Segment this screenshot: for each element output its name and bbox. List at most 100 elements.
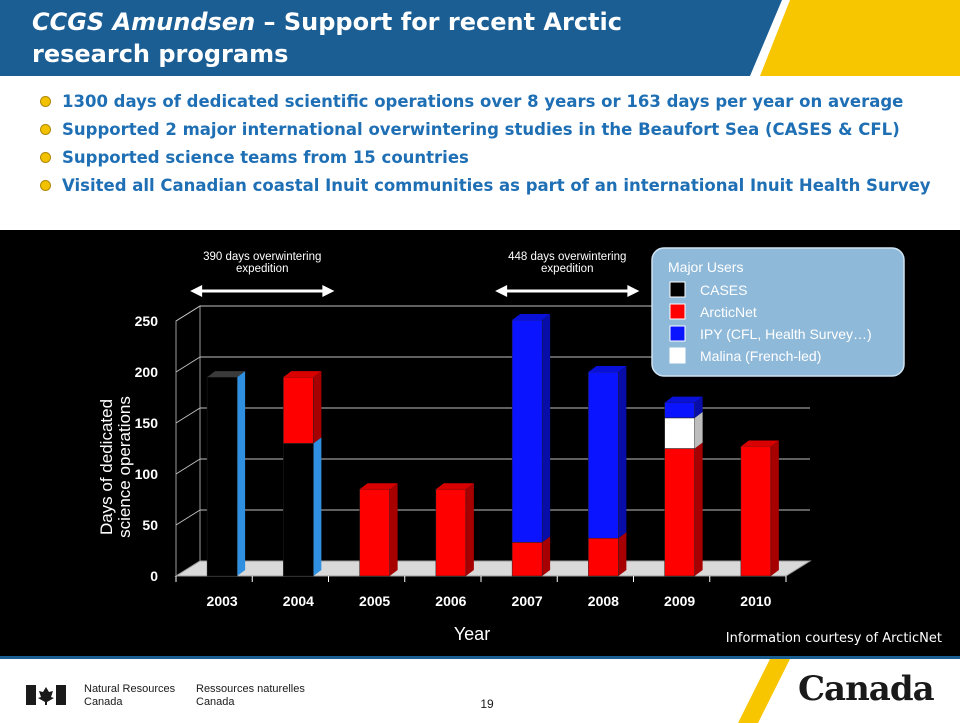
x-tick-label: 2010: [740, 593, 771, 609]
annotation-line1: 448 days overwintering: [508, 251, 626, 263]
bar-front: [664, 402, 695, 419]
bar-segment: [740, 440, 779, 577]
nrcan-fr-line2: Canada: [196, 696, 235, 708]
legend-swatch: [669, 303, 686, 320]
title-ship-name: CCGS Amundsen: [32, 8, 256, 36]
legend-swatch: [669, 347, 686, 364]
legend-entry: Malina (French-led): [700, 348, 821, 364]
legend-swatch: [669, 325, 686, 342]
canada-wordmark: Canada: [798, 669, 935, 709]
bar-segment: [359, 483, 398, 577]
bar-segment: [664, 396, 703, 419]
bar-side: [237, 371, 246, 576]
y-tick-label: 150: [135, 415, 159, 431]
annotation-line2: expedition: [541, 263, 593, 275]
title-rest: – Support for recent Arctic research pro…: [32, 8, 622, 68]
bar-top: [207, 371, 246, 378]
bullet-item: 1300 days of dedicated scientific operat…: [40, 88, 952, 116]
y-tick-label: 100: [135, 466, 159, 482]
bullet-dot-icon: [40, 96, 51, 107]
gridline-side: [175, 509, 201, 526]
nrcan-name-en: Natural Resources Canada: [84, 683, 175, 709]
bar-front: [435, 489, 467, 577]
annotation-label: 448 days overwintering expedition: [508, 251, 626, 275]
arrow-head-left-icon: [495, 285, 508, 297]
header-yellow-band: [760, 0, 960, 76]
bar-front: [588, 538, 619, 577]
x-tick-label: 2007: [512, 593, 543, 609]
nrcan-en-line2: Canada: [84, 696, 123, 708]
gridline-side: [175, 305, 201, 322]
bullet-text: Visited all Canadian coastal Inuit commu…: [62, 176, 931, 195]
bar-front: [511, 542, 543, 577]
slide-footer: Natural Resources Canada Ressources natu…: [0, 656, 960, 723]
bullet-text: Supported 2 major international overwint…: [62, 120, 900, 139]
bar-side: [694, 442, 703, 576]
legend-swatch: [669, 281, 686, 298]
gridline-side: [175, 356, 201, 373]
bar-segment: [664, 442, 703, 577]
bar-top: [283, 371, 322, 378]
slide-title: CCGS Amundsen – Support for recent Arcti…: [32, 6, 732, 70]
y-tick-label: 0: [150, 568, 158, 584]
nrcan-en-line1: Natural Resources: [84, 683, 176, 695]
x-tick-label: 2005: [359, 593, 390, 609]
legend-title: Major Users: [668, 259, 743, 275]
nrcan-name-fr: Ressources naturelles Canada: [196, 683, 305, 709]
bar-side: [542, 536, 551, 576]
y-tick-label: 200: [135, 364, 159, 380]
bullet-item: Supported 2 major international overwint…: [40, 116, 952, 144]
x-tick-label: 2004: [283, 593, 314, 609]
bar-segment: [511, 313, 551, 543]
bar-segment: [588, 366, 627, 539]
x-tick-label: 2003: [207, 593, 238, 609]
page-number: 19: [480, 697, 494, 711]
bar-side: [618, 532, 627, 576]
bar-front: [740, 446, 772, 577]
bar-segment: [283, 437, 322, 577]
bullet-dot-icon: [40, 180, 51, 191]
bar-side: [694, 396, 703, 418]
slide-header: CCGS Amundsen – Support for recent Arcti…: [0, 0, 960, 76]
bar-side: [618, 366, 627, 539]
bullet-dot-icon: [40, 124, 51, 135]
bar-side: [542, 313, 551, 543]
bar-top: [588, 366, 627, 372]
annotation-line2: expedition: [236, 263, 288, 275]
bar-segment: [511, 536, 551, 577]
bar-segment: [664, 411, 703, 449]
bar-front: [283, 376, 314, 444]
bar-top: [512, 313, 551, 320]
bar-side: [465, 483, 474, 576]
y-tick-label: 250: [135, 313, 159, 329]
bullet-list: 1300 days of dedicated scientific operat…: [40, 88, 952, 200]
bar-side: [389, 483, 398, 576]
x-axis-title: Year: [454, 624, 490, 644]
chart-legend: Major Users CASES ArcticNet IPY (CFL, Healt…: [651, 247, 905, 377]
overwintering-annotation: 448 days overwintering expedition: [495, 251, 640, 297]
legend-entry: ArcticNet: [700, 304, 757, 320]
arrow-head-right-icon: [627, 285, 640, 297]
canada-flag-icon: [26, 685, 66, 705]
bullet-text: Supported science teams from 15 countrie…: [62, 148, 469, 167]
x-tick-label: 2008: [588, 593, 619, 609]
bar-side: [313, 371, 322, 444]
annotation-label: 390 days overwintering expedition: [203, 251, 321, 275]
legend-entry: IPY (CFL, Health Survey…): [700, 326, 872, 342]
bar-side: [694, 411, 703, 449]
arrow-head-right-icon: [322, 285, 335, 297]
bar-front: [359, 489, 390, 577]
y-axis-title-line1: Days of dedicated: [97, 399, 116, 535]
bar-segment: [206, 371, 246, 577]
bullet-dot-icon: [40, 152, 51, 163]
y-axis-title-line2: science operations: [115, 396, 134, 538]
gridline-side: [175, 458, 201, 475]
footer-yellow-stripe: [738, 659, 790, 723]
legend-box: [651, 247, 905, 377]
arrow-head-left-icon: [190, 285, 203, 297]
bullet-item: Supported science teams from 15 countrie…: [40, 144, 952, 172]
chart-side-wall: [175, 305, 201, 577]
bar-front: [283, 443, 314, 577]
bar-segment: [435, 483, 474, 577]
x-tick-label: 2009: [664, 593, 695, 609]
